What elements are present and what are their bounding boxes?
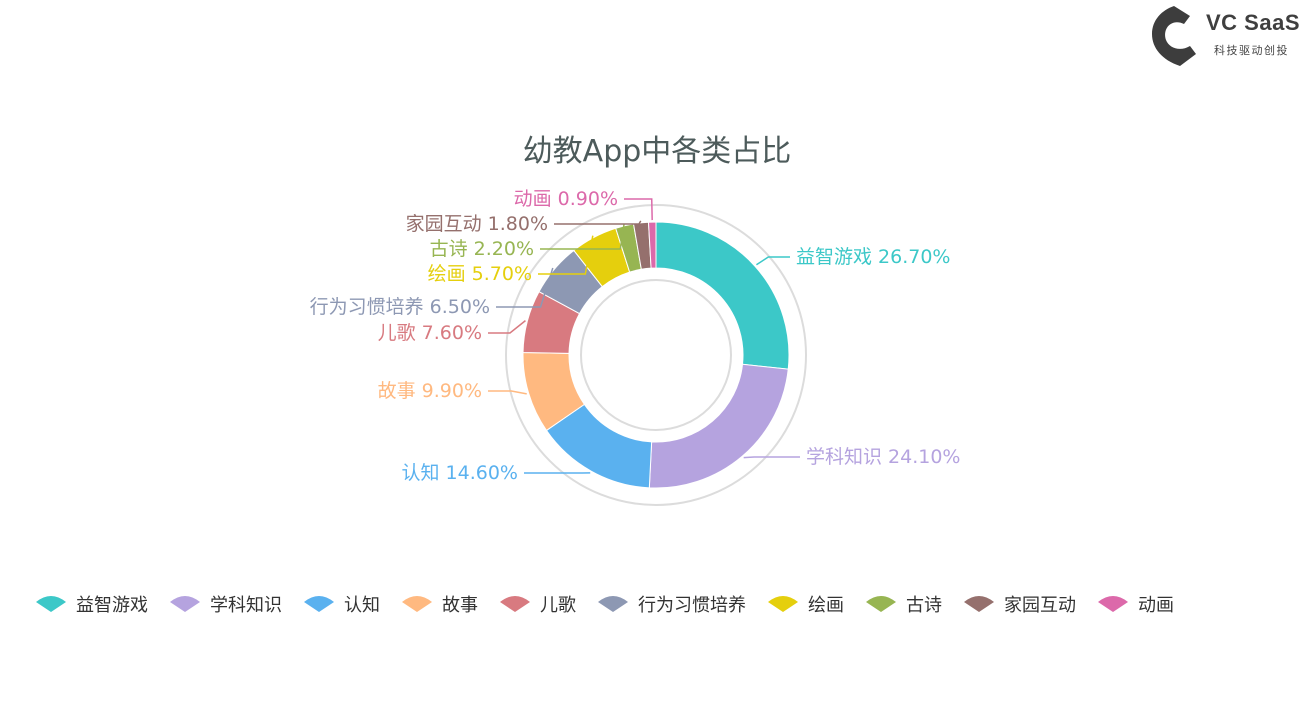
legend-item-6[interactable]: 行为习惯培养 xyxy=(598,595,746,616)
brand-tagline: 科技驱动创投 xyxy=(1214,44,1289,57)
slice-5-label: 儿歌 7.60% xyxy=(378,322,482,344)
slice-6-leader-line xyxy=(496,267,554,308)
slice-2-leader-line xyxy=(743,456,800,459)
legend-item-4[interactable]: 故事 xyxy=(402,595,478,616)
slice-7-label: 绘画 5.70% xyxy=(428,263,532,285)
slice-8-label: 古诗 2.20% xyxy=(430,238,534,260)
slice-9-label: 家园互动 1.80% xyxy=(406,213,548,235)
slice-10-wedge[interactable] xyxy=(647,221,657,269)
slice-6-label: 行为习惯培养 6.50% xyxy=(310,296,490,318)
slice-2-wedge[interactable] xyxy=(648,363,789,489)
legend-label: 故事 xyxy=(442,595,478,616)
legend-swatch-icon xyxy=(304,596,334,612)
legend-swatch-icon xyxy=(36,596,66,612)
slice-2-label: 学科知识 24.10% xyxy=(806,446,961,468)
slice-1-wedge[interactable] xyxy=(655,221,790,370)
legend-label: 古诗 xyxy=(906,595,942,616)
legend-swatch-icon xyxy=(500,596,530,612)
legend-item-3[interactable]: 认知 xyxy=(304,595,380,616)
legend-item-8[interactable]: 古诗 xyxy=(866,595,942,616)
legend-label: 动画 xyxy=(1138,595,1174,616)
slice-4-leader-line xyxy=(488,390,527,395)
slice-1-leader-line xyxy=(756,256,790,266)
brand-logo: VC SaaS 科技驱动创投 xyxy=(1150,4,1310,70)
legend-item-7[interactable]: 绘画 xyxy=(768,595,844,616)
legend-label: 绘画 xyxy=(808,595,844,616)
slice-4-label: 故事 9.90% xyxy=(378,380,482,402)
legend-item-10[interactable]: 动画 xyxy=(1098,595,1174,616)
legend-swatch-icon xyxy=(768,596,798,612)
vc-saas-logo-icon xyxy=(1152,6,1196,66)
slice-8-leader-line xyxy=(540,223,625,250)
slice-3-label: 认知 14.60% xyxy=(402,462,519,484)
chart-outer-ring xyxy=(505,204,807,506)
slice-1-label: 益智游戏 26.70% xyxy=(796,246,951,268)
legend-label: 学科知识 xyxy=(210,595,282,616)
chart-inner-ring xyxy=(580,279,732,431)
slice-9-leader-line xyxy=(554,220,642,225)
legend-label: 益智游戏 xyxy=(76,595,148,616)
legend-item-9[interactable]: 家园互动 xyxy=(964,595,1076,616)
legend-label: 儿歌 xyxy=(540,595,576,616)
slice-10-label: 动画 0.90% xyxy=(514,188,618,210)
legend-item-5[interactable]: 儿歌 xyxy=(500,595,576,616)
legend-label: 认知 xyxy=(344,595,380,616)
legend-swatch-icon xyxy=(964,596,994,612)
legend-swatch-icon xyxy=(598,596,628,612)
legend-swatch-icon xyxy=(170,596,200,612)
legend-swatch-icon xyxy=(866,596,896,612)
legend-item-2[interactable]: 学科知识 xyxy=(170,595,282,616)
legend-item-1[interactable]: 益智游戏 xyxy=(36,595,148,616)
legend-swatch-icon xyxy=(1098,596,1128,612)
legend-label: 行为习惯培养 xyxy=(638,595,746,616)
legend-label: 家园互动 xyxy=(1004,595,1076,616)
chart-title: 幼教App中各类占比 xyxy=(523,134,792,169)
legend-swatch-icon xyxy=(402,596,432,612)
slice-5-leader-line xyxy=(488,320,526,334)
brand-name: VC SaaS xyxy=(1206,10,1300,35)
slice-10-leader-line xyxy=(624,198,653,221)
